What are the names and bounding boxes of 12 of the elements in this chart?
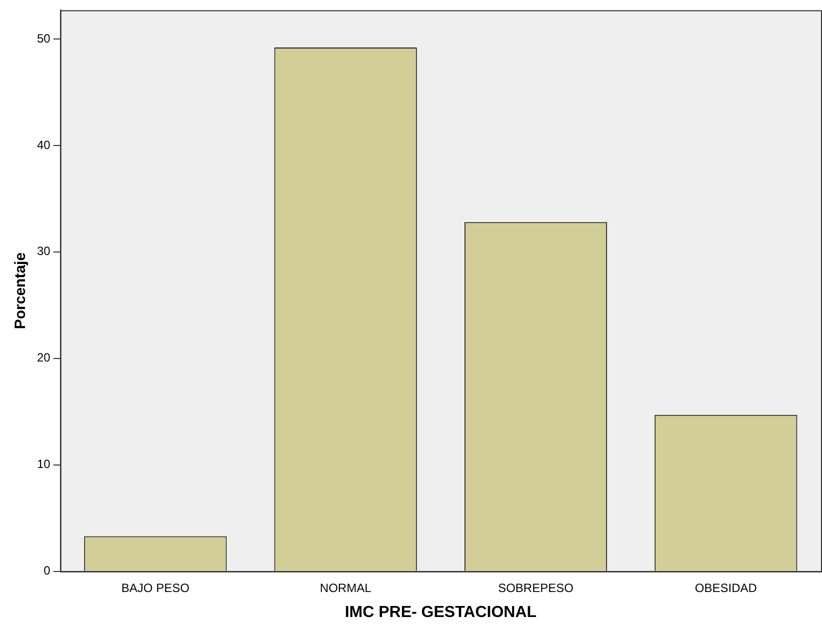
x-tick-label: OBESIDAD: [694, 580, 758, 595]
y-tick-label: 30: [36, 244, 51, 258]
y-tick-label: 20: [36, 350, 51, 365]
x-tick-label: NORMAL: [320, 580, 372, 595]
x-tick-label: BAJO PESO: [121, 580, 190, 595]
y-axis-title: Porcentaje: [12, 252, 30, 330]
x-axis-title: IMC PRE- GESTACIONAL: [344, 604, 537, 621]
y-tick-label: 10: [36, 457, 51, 472]
y-tick-label: 40: [36, 138, 51, 152]
x-tick-label: SOBREPESO: [498, 580, 574, 595]
y-tick-label: 50: [36, 31, 51, 46]
y-tick-label: 0: [44, 564, 51, 578]
